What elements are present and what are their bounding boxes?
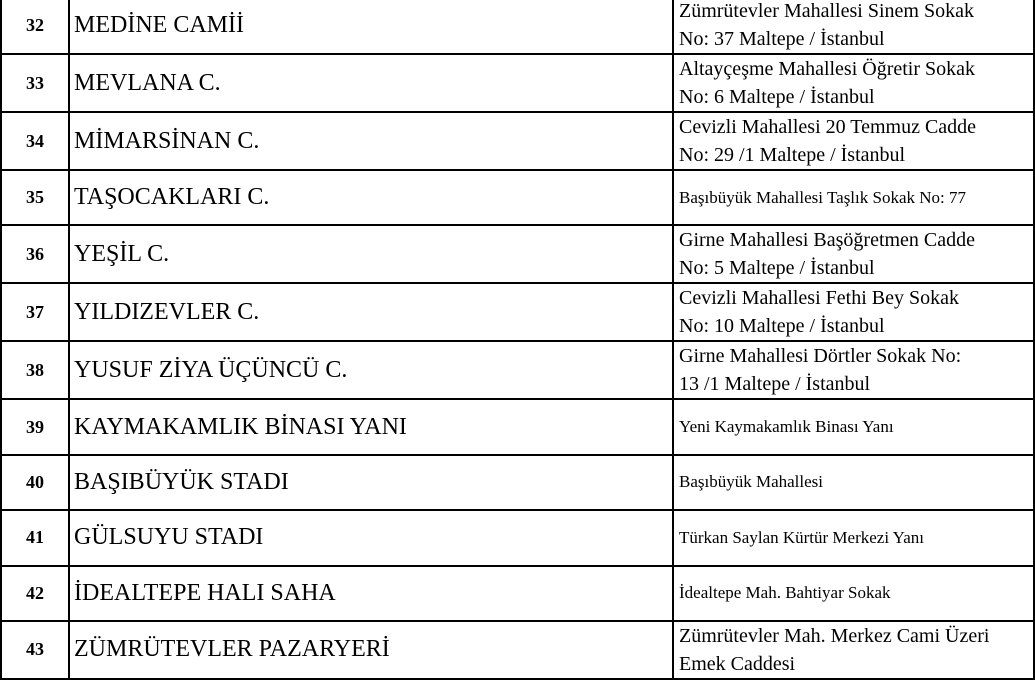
row-number: 32 [0,0,70,55]
address-line: No: 5 Maltepe / İstanbul [679,257,875,280]
location-name: İDEALTEPE HALI SAHA [68,564,674,622]
location-address: Zümrütevler Mah. Merkez Cami Üzeri Emek C… [672,619,1035,680]
address-line: Altayçeşme Mahallesi Öğretir Sokak [679,58,976,80]
table-row: 34 MİMARSİNAN C. Cevizli Mahallesi 20 Temm… [0,111,1035,171]
location-address: Cevizli Mahallesi 20 Temmuz Cadde No: 29 … [672,111,1035,171]
location-name: TAŞOCAKLARI C. [68,168,674,227]
location-address: Girne Mahallesi Başöğretmen Cadde No: 5 M… [672,224,1035,285]
address-line: No: 10 Maltepe / İstanbul [679,315,885,338]
row-number: 43 [0,619,70,680]
location-name: YUSUF ZİYA ÜÇÜNCÜ C. [68,340,674,401]
address-line: No: 37 Maltepe / İstanbul [679,28,885,50]
address-line: Başıbüyük Mahallesi [679,472,824,492]
table-row: 43 ZÜMRÜTEVLER PAZARYERİ Zümrütevler Mah. … [0,619,1035,680]
table-row: 40 BAŞIBÜYÜK STADI Başıbüyük Mahallesi [0,453,1035,512]
location-name: ZÜMRÜTEVLER PAZARYERİ [68,619,674,680]
location-address: Başıbüyük Mahallesi [672,453,1035,512]
table-row: 37 YILDIZEVLER C. Cevizli Mahallesi Fethi … [0,282,1035,343]
row-number: 42 [0,564,70,622]
table-row: 41 GÜLSUYU STADI Türkan Saylan Kürtür Merk… [0,509,1035,567]
location-name: MEDİNE CAMİİ [68,0,674,55]
location-address: Yeni Kaymakamlık Binası Yanı [672,398,1035,456]
location-address: Türkan Saylan Kürtür Merkezi Yanı [672,509,1035,567]
address-line: Cevizli Mahallesi Fethi Bey Sokak [679,287,959,310]
table-row: 38 YUSUF ZİYA ÜÇÜNCÜ C. Girne Mahallesi Dö… [0,340,1035,401]
address-line: Emek Caddesi [679,652,796,675]
address-line: Zümrütevler Mah. Merkez Cami Üzeri [679,624,990,647]
table-row: 35 TAŞOCAKLARI C. Başıbüyük Mahallesi Taşl… [0,168,1035,227]
address-line: Yeni Kaymakamlık Binası Yanı [679,417,894,437]
address-line: Türkan Saylan Kürtür Merkezi Yanı [679,527,925,547]
location-address: Zümrütevler Mahallesi Sinem Sokak No: 37 … [672,0,1035,55]
location-name: YEŞİL C. [68,224,674,285]
location-address: Girne Mahallesi Dörtler Sokak No: 13 /1 M… [672,340,1035,401]
address-line: No: 29 /1 Maltepe / İstanbul [679,144,906,166]
address-line: Cevizli Mahallesi 20 Temmuz Cadde [679,116,977,138]
address-line: No: 6 Maltepe / İstanbul [679,86,875,108]
location-address: Başıbüyük Mahallesi Taşlık Sokak No: 77 [672,168,1035,227]
location-address: Altayçeşme Mahallesi Öğretir Sokak No: 6 … [672,53,1035,113]
address-line: Girne Mahallesi Dörtler Sokak No: [679,345,962,368]
row-number: 39 [0,398,70,456]
table-row: 36 YEŞİL C. Girne Mahallesi Başöğretmen Ca… [0,224,1035,285]
row-number: 36 [0,224,70,285]
location-name: MİMARSİNAN C. [68,111,674,171]
address-line: 13 /1 Maltepe / İstanbul [679,373,871,396]
row-number: 33 [0,53,70,113]
location-address: İdealtepe Mah. Bahtiyar Sokak [672,564,1035,622]
row-number: 34 [0,111,70,171]
row-number: 35 [0,168,70,227]
row-number: 41 [0,509,70,567]
location-name: BAŞIBÜYÜK STADI [68,453,674,512]
row-number: 38 [0,340,70,401]
location-name: MEVLANA C. [68,53,674,113]
row-number: 40 [0,453,70,512]
table-row: 39 KAYMAKAMLIK BİNASI YANI Yeni Kaymakamlı… [0,398,1035,456]
address-line: Başıbüyük Mahallesi Taşlık Sokak No: 77 [679,187,967,207]
location-name: YILDIZEVLER C. [68,282,674,343]
address-line: Girne Mahallesi Başöğretmen Cadde [679,229,976,252]
table-row: 33 MEVLANA C. Altayçeşme Mahallesi Öğretir… [0,53,1035,113]
location-name: GÜLSUYU STADI [68,509,674,567]
table-row: 32 MEDİNE CAMİİ Zümrütevler Mahallesi Sine… [0,0,1035,55]
address-line: İdealtepe Mah. Bahtiyar Sokak [679,583,891,603]
table-row: 42 İDEALTEPE HALI SAHA İdealtepe Mah. Baht… [0,564,1035,622]
row-number: 37 [0,282,70,343]
address-line: Zümrütevler Mahallesi Sinem Sokak [679,0,974,22]
location-name: KAYMAKAMLIK BİNASI YANI [68,398,674,456]
location-address: Cevizli Mahallesi Fethi Bey Sokak No: 10 … [672,282,1035,343]
